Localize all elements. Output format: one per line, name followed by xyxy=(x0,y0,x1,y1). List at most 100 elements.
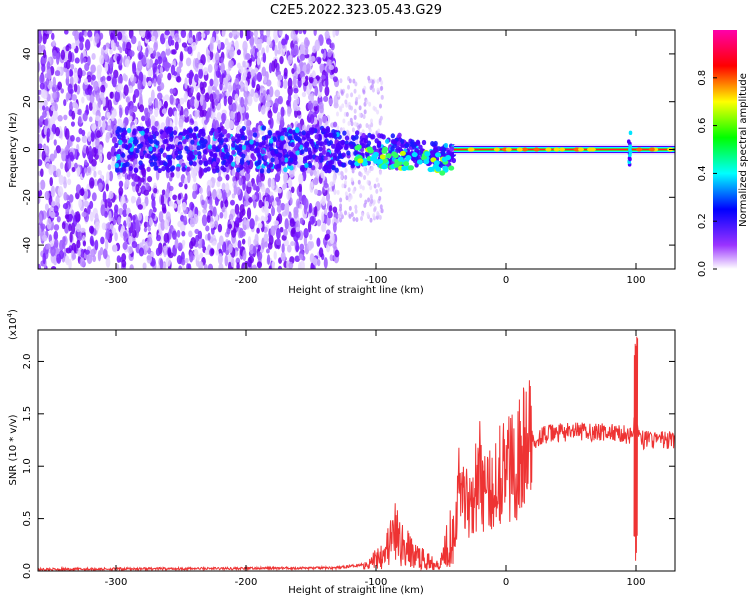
spectrogram-cell xyxy=(207,232,211,241)
spectrogram-cell xyxy=(93,80,99,92)
spectrogram-cell xyxy=(277,265,283,269)
spectrogram-cell xyxy=(184,145,189,151)
spectrogram-cell xyxy=(282,79,288,89)
spectrogram-cell xyxy=(200,54,206,66)
spectrogram-cell xyxy=(274,148,279,155)
spectrogram-y-tick-label: 20 xyxy=(22,95,33,108)
snr-x-tick-label: -300 xyxy=(105,577,128,588)
spectrogram-cell xyxy=(99,246,104,256)
chart-title: C2E5.2022.323.05.43.G29 xyxy=(270,3,442,18)
spectrogram-cell xyxy=(52,76,57,88)
spectrogram-cell xyxy=(493,147,500,152)
spectrogram-cell xyxy=(553,147,560,152)
spectrogram-cell xyxy=(264,241,268,248)
spectrogram-cell xyxy=(216,180,221,188)
spectrogram-cell xyxy=(220,200,224,210)
spectrogram-cell xyxy=(344,210,348,216)
spectrogram-cell xyxy=(212,161,217,167)
spectrogram-cell xyxy=(111,136,118,144)
spectrogram-cell xyxy=(139,30,145,37)
spectrogram-cell xyxy=(341,162,346,168)
spectrogram-cell xyxy=(129,50,135,57)
spectrogram-cell xyxy=(256,56,261,66)
spectrogram-cell xyxy=(199,139,204,145)
spectrogram-cell xyxy=(126,216,132,228)
spectrogram-cell xyxy=(521,147,528,152)
spectrogram-cell xyxy=(259,30,264,37)
spectrogram-cell xyxy=(168,200,174,207)
spectrogram-cell xyxy=(182,138,187,145)
spectrogram-cell xyxy=(217,253,223,265)
spectrogram-cell xyxy=(116,55,120,65)
spectrogram-cell xyxy=(65,92,69,102)
spectrogram-cell xyxy=(270,150,275,156)
spectrogram-cell xyxy=(94,213,99,223)
spectrogram-cell xyxy=(313,105,318,112)
spectrogram-cell xyxy=(298,173,304,185)
spectrogram-cell xyxy=(357,94,361,100)
spectrogram-cell xyxy=(245,53,250,60)
spectrogram-cell xyxy=(101,121,106,134)
spectrogram-cell xyxy=(247,236,252,248)
spectrogram-cell xyxy=(273,220,279,226)
spectrogram-cell xyxy=(168,228,172,240)
spectrogram-cell xyxy=(366,179,370,185)
spectrogram-cell xyxy=(384,138,390,144)
spectrogram-x-axis: -300 -200 -100 0 100 xyxy=(105,30,646,286)
spectrogram-cell xyxy=(103,51,109,61)
spectrogram-cell xyxy=(332,172,336,184)
spectrogram-cell xyxy=(280,156,285,162)
spectrogram-cell xyxy=(53,224,60,231)
spectrogram-cell xyxy=(91,53,96,60)
spectrogram-cell xyxy=(288,261,294,269)
spectrogram-cell xyxy=(51,200,56,207)
spectrogram-cell xyxy=(79,41,83,49)
spectrogram-cell xyxy=(138,212,142,221)
spectrogram-cell xyxy=(67,157,72,170)
spectrogram-cell xyxy=(246,207,252,220)
spectrogram-cell xyxy=(67,178,72,186)
spectrogram-cell xyxy=(149,47,153,55)
spectrogram-cell xyxy=(85,145,90,156)
spectrogram-cell xyxy=(385,153,392,159)
spectrogram-cell xyxy=(357,179,361,185)
spectrogram-cell xyxy=(155,247,161,257)
spectrogram-cell xyxy=(376,109,380,115)
spectrogram-cell xyxy=(309,76,314,84)
spectrogram-cell xyxy=(134,118,138,125)
spectrogram-cell xyxy=(133,153,139,159)
spectrogram-cell xyxy=(208,156,213,162)
spectrogram-cell xyxy=(265,45,270,54)
spectrogram-cell xyxy=(369,134,375,140)
spectrogram-cell xyxy=(298,191,303,202)
spectrogram-cell xyxy=(256,51,261,58)
snr-multiplier-base: (x10 xyxy=(8,317,19,340)
spectrogram-cell xyxy=(352,78,356,84)
spectrogram-cell xyxy=(269,86,274,98)
spectrogram-cell xyxy=(309,215,315,225)
spectrogram-cell xyxy=(100,204,106,217)
spectrogram-cell xyxy=(142,74,147,87)
spectrogram-cell xyxy=(147,68,153,77)
spectrogram-cell xyxy=(137,60,143,72)
spectrogram-cell xyxy=(45,243,51,250)
spectrogram-cell xyxy=(342,118,346,124)
spectrogram-cell xyxy=(220,165,225,171)
spectrogram-cell xyxy=(231,149,236,155)
spectrogram-cell xyxy=(361,185,365,191)
spectrogram-cell xyxy=(292,75,297,88)
spectrogram-cell xyxy=(357,158,364,164)
spectrogram-cell xyxy=(193,149,198,156)
spectrogram-cell xyxy=(176,254,183,265)
spectrogram-cell xyxy=(287,135,293,141)
spectrogram-cell xyxy=(201,214,208,227)
spectrogram-cell xyxy=(76,166,81,177)
spectrogram-cell xyxy=(164,138,169,144)
spectrogram-cell xyxy=(221,30,226,38)
spectrogram-cell xyxy=(313,116,318,126)
spectrogram-cell xyxy=(163,245,168,252)
spectrogram-cell xyxy=(218,140,224,146)
spectrogram-cell xyxy=(199,94,204,107)
colorbar-gradient xyxy=(713,30,737,269)
spectrogram-cell xyxy=(378,215,382,221)
